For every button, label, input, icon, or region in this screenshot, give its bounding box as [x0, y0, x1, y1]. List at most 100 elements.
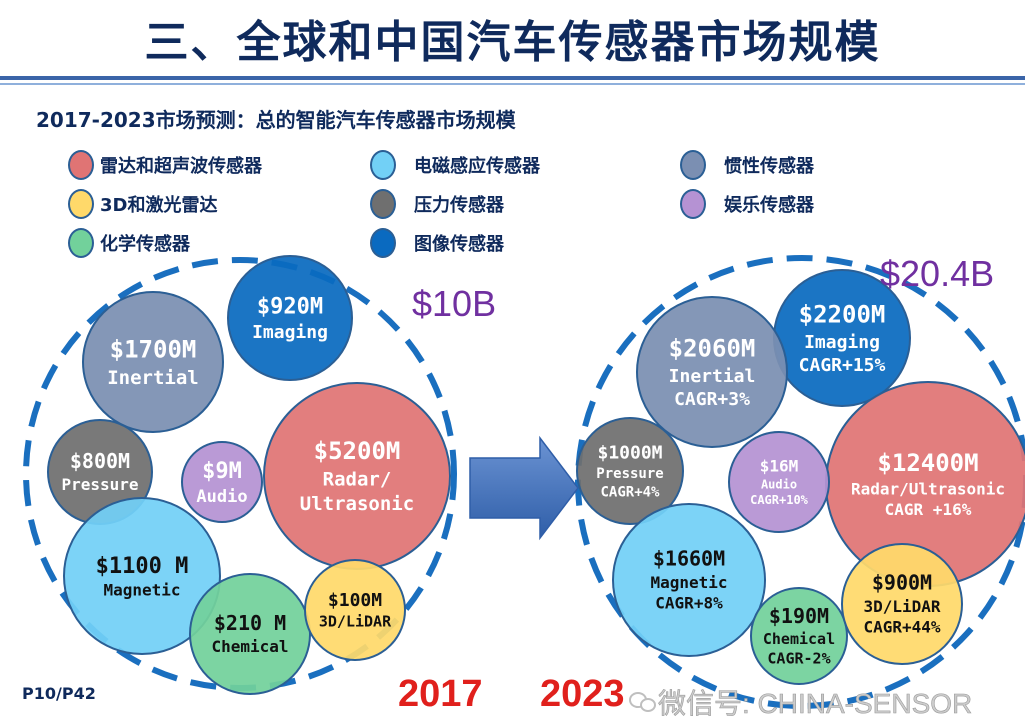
bubble-value: $16M — [760, 457, 799, 476]
bubble-magnetic: $1660M Magnetic CAGR+8% — [612, 503, 766, 657]
legend-label: 图像传感器 — [414, 234, 504, 255]
bubble-circle — [227, 255, 353, 381]
bubble-circle — [728, 431, 830, 533]
legend-label: 惯性传感器 — [724, 156, 814, 177]
bubble-cagr: CAGR+8% — [655, 594, 723, 613]
bubble-3d-lidar: $900M 3D/LiDAR CAGR+44% — [841, 543, 963, 665]
bubble-pressure: $800M Pressure — [47, 419, 153, 525]
bubble-value: $12400M — [877, 449, 978, 477]
bubble-value: $190M — [769, 604, 829, 628]
bubble-cagr: CAGR+10% — [750, 493, 809, 507]
bubble-cagr: CAGR+3% — [674, 389, 750, 410]
legend-item: 3D和激光雷达 — [68, 189, 217, 219]
bubble-value: $100M — [328, 590, 382, 611]
bubble-name: Magnetic — [650, 573, 727, 592]
legend-item: 化学传感器 — [68, 228, 190, 258]
subtitle: 2017-2023市场预测：总的智能汽车传感器市场规模 — [36, 108, 516, 132]
bubble-name: Chemical — [763, 630, 835, 648]
bubble-name: Pressure — [61, 475, 138, 494]
bubble-cagr: CAGR+15% — [799, 355, 886, 376]
bubble-name: Inertial — [669, 366, 756, 387]
bubble-radar-ultrasonic: $12400M Radar/Ultrasonic CAGR +16% — [825, 381, 1025, 587]
legend-swatch — [68, 228, 94, 258]
total-2017: $10B — [412, 283, 496, 324]
bubble-circle — [841, 543, 963, 665]
bubble-circle — [612, 503, 766, 657]
bubble-name: Audio — [196, 487, 247, 507]
legend-swatch — [370, 228, 396, 258]
bubble-value: $1100 M — [96, 554, 189, 579]
title-divider — [0, 76, 1025, 80]
page-number: P10/P42 — [22, 684, 96, 703]
page-title: 三、全球和中国汽车传感器市场规模 — [144, 17, 881, 68]
bubble-circle — [304, 559, 406, 661]
legend-label: 娱乐传感器 — [724, 195, 814, 216]
legend-item: 雷达和超声波传感器 — [68, 150, 262, 180]
year-2017: 2017 — [398, 673, 483, 715]
bubble-cagr: CAGR+4% — [600, 484, 660, 500]
bubble-inertial: $1700M Inertial — [82, 291, 224, 433]
bubble-name: Radar/Ultrasonic — [851, 479, 1005, 498]
bubble-name: Imaging — [252, 322, 328, 343]
bubble-cagr: CAGR +16% — [885, 500, 972, 519]
legend-swatch — [680, 189, 706, 219]
bubble-name: Magnetic — [103, 581, 180, 600]
bubble-circle — [82, 291, 224, 433]
bubble-name: 3D/LiDAR — [319, 613, 392, 631]
bubble-value: $1660M — [653, 547, 725, 571]
legend-label: 化学传感器 — [100, 234, 190, 255]
total-2023: $20.4B — [880, 253, 994, 294]
legend-label: 压力传感器 — [414, 195, 504, 216]
legend-swatch — [680, 150, 706, 180]
bubble-value: $1700M — [110, 335, 197, 363]
bubble-name: Imaging — [804, 332, 880, 353]
legend-item: 电磁感应传感器 — [370, 150, 540, 180]
bubble-value: $2060M — [669, 334, 756, 362]
year-2023: 2023 — [540, 673, 625, 715]
bubble-circle — [576, 417, 684, 525]
bubble-cagr: CAGR+44% — [863, 618, 940, 637]
arrow-icon — [469, 435, 579, 541]
legend-swatch — [68, 150, 94, 180]
legend-item: 娱乐传感器 — [680, 189, 814, 219]
legend-swatch — [68, 189, 94, 219]
bubble-value: $9M — [202, 459, 242, 484]
bubble-audio: $9M Audio — [181, 441, 263, 523]
title-divider-thin — [0, 83, 1025, 85]
watermark: 微信号: CHINA-SENSOR — [658, 688, 972, 719]
legend-swatch — [370, 189, 396, 219]
bubble-name: 3D/LiDAR — [863, 597, 940, 616]
bubble-circle — [63, 497, 221, 655]
bubble-name: Chemical — [211, 637, 288, 656]
bubble-circle — [181, 441, 263, 523]
bubbles-2017: $920M Imaging $1700M Inertial $5200M Radar/Ul… — [47, 255, 451, 695]
bubble-name: Ultrasonic — [300, 493, 414, 515]
legend-label: 3D和激光雷达 — [100, 195, 218, 216]
bubble-magnetic: $1100 M Magnetic — [63, 497, 221, 655]
bubble-value: $800M — [70, 449, 130, 473]
bubble-name: Pressure — [596, 466, 663, 482]
bubble-value: $1000M — [597, 443, 662, 464]
bubble-circle — [636, 296, 788, 448]
bubble-name: Radar/ — [323, 468, 392, 490]
bubble-name: Audio — [761, 478, 797, 492]
legend-item: 图像传感器 — [370, 228, 504, 258]
bubbles-2023: $2200MImagingCAGR+15%$2060MInertialCAGR+… — [576, 269, 1025, 685]
legend-item: 惯性传感器 — [680, 150, 814, 180]
bubble-value: $210 M — [214, 611, 286, 635]
bubble-value: $900M — [872, 571, 932, 595]
legend-label: 雷达和超声波传感器 — [100, 156, 262, 177]
bubble-value: $2200M — [799, 300, 886, 328]
bubble-value: $920M — [257, 294, 323, 319]
legend-item: 压力传感器 — [370, 189, 504, 219]
bubble-name: Inertial — [107, 367, 199, 389]
bubble-circle — [750, 587, 848, 685]
bubble-chemical: $210 M Chemical — [189, 573, 311, 695]
bubble-imaging: $920M Imaging — [227, 255, 353, 381]
bubble-3d-lidar: $100M 3D/LiDAR — [304, 559, 406, 661]
bubble-radar-: $5200M Radar/Ultrasonic — [263, 382, 451, 570]
bubble-cagr: CAGR-2% — [767, 650, 830, 668]
